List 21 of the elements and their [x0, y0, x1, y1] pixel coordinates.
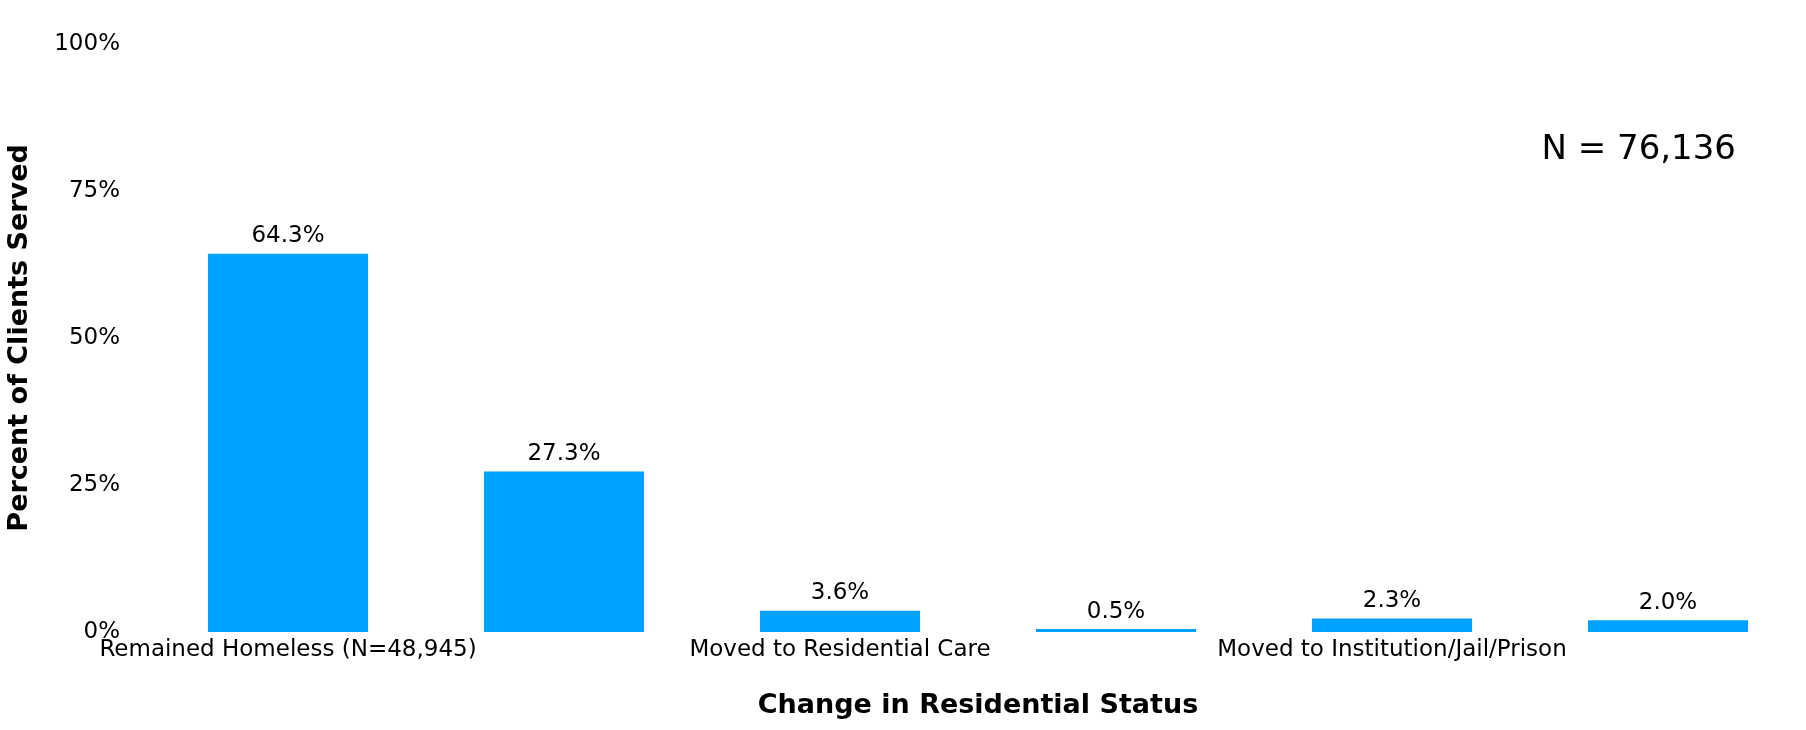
data-label: 3.6% [810, 578, 870, 605]
y-tick-label: 50% [68, 322, 120, 349]
x-axis-title: Change in Residential Status [757, 687, 1199, 719]
data-label: 2.0% [1638, 587, 1698, 614]
y-tick-label: 100% [54, 28, 120, 55]
data-label: 0.5% [1086, 596, 1146, 623]
bar [759, 610, 921, 632]
x-tick-label: Moved to Residential Care [689, 634, 991, 661]
bar [207, 253, 369, 632]
y-tick-label: 25% [68, 469, 120, 496]
y-axis-title: Percent of Clients Served [2, 144, 34, 532]
data-label: 27.3% [527, 438, 601, 465]
data-label: 64.3% [251, 221, 325, 248]
bar [1587, 620, 1749, 632]
bar [1311, 618, 1473, 632]
data-label: 2.3% [1362, 585, 1422, 612]
x-tick-label: Moved to Institution/Jail/Prison [1217, 634, 1567, 661]
y-tick-label: 75% [68, 175, 120, 202]
bar [483, 471, 645, 632]
bar [1035, 629, 1197, 632]
annotation: N = 76,136 [1541, 126, 1736, 167]
